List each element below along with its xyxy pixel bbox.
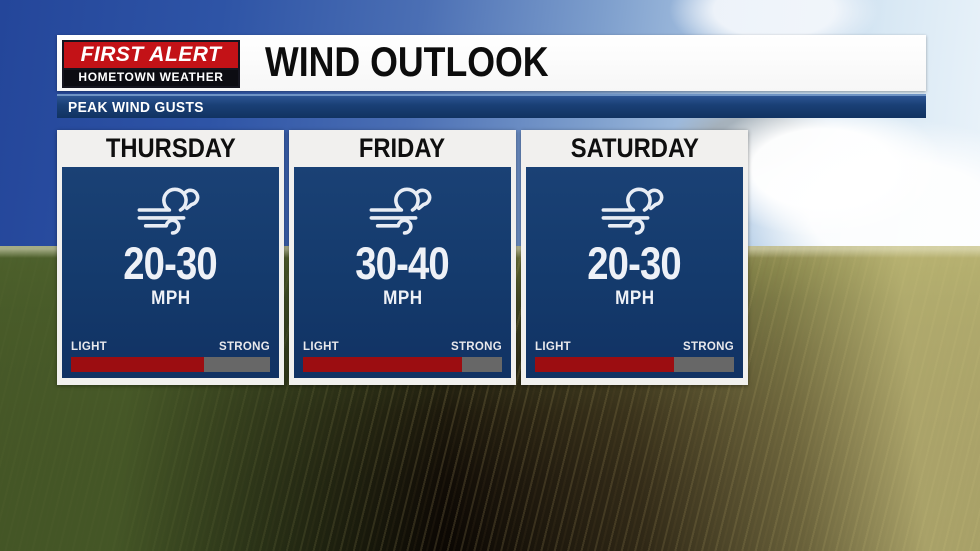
header-bar: FIRST ALERT HOMETOWN WEATHER WIND OUTLOO…	[57, 35, 926, 91]
gauge-label-strong: STRONG	[219, 341, 270, 353]
station-logo: FIRST ALERT HOMETOWN WEATHER	[62, 40, 240, 88]
wind-gauge-track	[303, 357, 502, 372]
wind-gauge-fill	[535, 357, 675, 372]
gauge-scale-labels: LIGHT STRONG	[535, 341, 734, 353]
wind-icon	[601, 187, 663, 235]
gauge-label-light: LIGHT	[303, 341, 339, 353]
subtitle-bar: PEAK WIND GUSTS	[57, 94, 926, 118]
subtitle-text: PEAK WIND GUSTS	[68, 98, 204, 116]
wind-gauge-fill	[303, 357, 463, 372]
forecast-cards-row: THURSDAY 20-30 MPH LIGHT STRONG	[57, 130, 748, 385]
wind-unit: MPH	[150, 288, 191, 309]
forecast-panel: 20-30 MPH LIGHT STRONG	[526, 167, 743, 378]
gauge-scale-labels: LIGHT STRONG	[303, 341, 502, 353]
page-title: WIND OUTLOOK	[265, 38, 549, 86]
wind-gauge-fill	[71, 357, 205, 372]
wind-unit: MPH	[614, 288, 655, 309]
logo-first-alert: FIRST ALERT	[62, 40, 240, 70]
wind-range: 20-30	[123, 238, 218, 289]
day-label: SATURDAY	[570, 133, 699, 163]
forecast-card-saturday: SATURDAY 20-30 MPH LIGHT STRONG	[521, 130, 748, 385]
forecast-card-thursday: THURSDAY 20-30 MPH LIGHT STRONG	[57, 130, 284, 385]
forecast-panel: 30-40 MPH LIGHT STRONG	[294, 167, 511, 378]
gauge-label-strong: STRONG	[451, 341, 502, 353]
gauge-label-light: LIGHT	[535, 341, 571, 353]
forecast-panel: 20-30 MPH LIGHT STRONG	[62, 167, 279, 378]
gauge-label-light: LIGHT	[71, 341, 107, 353]
wind-icon	[137, 187, 199, 235]
logo-hometown-weather: HOMETOWN WEATHER	[62, 70, 240, 88]
forecast-card-friday: FRIDAY 30-40 MPH LIGHT STRONG	[289, 130, 516, 385]
gauge-label-strong: STRONG	[683, 341, 734, 353]
wind-gauge-track	[71, 357, 270, 372]
gauge-scale-labels: LIGHT STRONG	[71, 341, 270, 353]
wind-unit: MPH	[382, 288, 423, 309]
wind-range: 20-30	[587, 238, 682, 289]
day-label: FRIDAY	[359, 133, 446, 163]
day-label: THURSDAY	[105, 133, 236, 163]
wind-icon	[369, 187, 431, 235]
wind-gauge-track	[535, 357, 734, 372]
wind-range: 30-40	[355, 238, 450, 289]
